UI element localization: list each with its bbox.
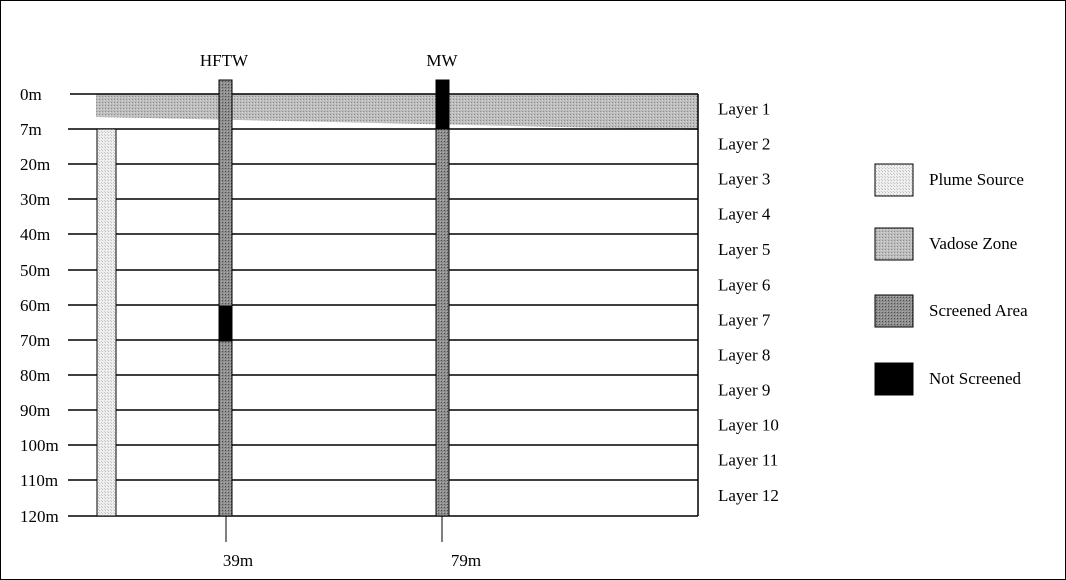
layer-label: Layer 7	[718, 311, 771, 330]
layer-label: Layer 5	[718, 240, 770, 259]
mw-label: MW	[426, 51, 458, 70]
hftw-position-label: 39m	[223, 551, 253, 570]
depth-label: 7m	[20, 120, 42, 139]
layer-label: Layer 4	[718, 205, 771, 224]
mw-not-screened-segment	[435, 79, 450, 130]
depth-label: 90m	[20, 401, 50, 420]
layer-label: Layer 10	[718, 416, 779, 435]
layer-label: Layer 12	[718, 486, 779, 505]
layer-label: Layer 2	[718, 135, 770, 154]
layer-label: Layer 6	[718, 276, 770, 295]
depth-label: 60m	[20, 296, 50, 315]
mw-position-label: 79m	[451, 551, 481, 570]
mw-screened-segment	[435, 128, 450, 517]
depth-label: 70m	[20, 331, 50, 350]
layer-boundary-lines	[68, 93, 698, 517]
legend-vadose-zone-swatch	[874, 227, 914, 261]
legend-plume-source-label: Plume Source	[929, 170, 1024, 189]
legend-screened-area-label: Screened Area	[929, 301, 1028, 320]
legend-screened-area-swatch	[874, 294, 914, 328]
layer-label: Layer 9	[718, 381, 770, 400]
hftw-screened-upper	[218, 79, 233, 307]
layer-label: Layer 11	[718, 451, 778, 470]
depth-label: 120m	[20, 507, 59, 526]
plume-source-column	[96, 128, 117, 517]
depth-label: 20m	[20, 155, 50, 174]
legend: Plume Source Vadose Zone Screened Area N…	[874, 163, 1028, 396]
hftw-not-screened-segment	[218, 305, 233, 342]
legend-not-screened-label: Not Screened	[929, 369, 1022, 388]
depth-label: 30m	[20, 190, 50, 209]
depth-label: 50m	[20, 261, 50, 280]
depth-label: 0m	[20, 85, 42, 104]
depth-label: 80m	[20, 366, 50, 385]
legend-not-screened-swatch	[874, 362, 914, 396]
layer-labels: Layer 1 Layer 2 Layer 3 Layer 4 Layer 5 Layer…	[718, 100, 779, 506]
hftw-screened-lower	[218, 340, 233, 517]
layer-label: Layer 8	[718, 346, 770, 365]
depth-label: 40m	[20, 225, 50, 244]
legend-vadose-zone-label: Vadose Zone	[929, 234, 1017, 253]
legend-plume-source-swatch	[874, 163, 914, 197]
depth-label: 100m	[20, 436, 59, 455]
layer-label: Layer 3	[718, 170, 770, 189]
layer-label: Layer 1	[718, 100, 770, 119]
vadose-zone-area	[96, 94, 698, 130]
depth-labels: 0m 7m 20m 30m 40m 50m 60m 70m 80m 90m 100m 110m 120m	[20, 85, 59, 526]
hftw-label: HFTW	[200, 51, 249, 70]
depth-label: 110m	[20, 471, 58, 490]
